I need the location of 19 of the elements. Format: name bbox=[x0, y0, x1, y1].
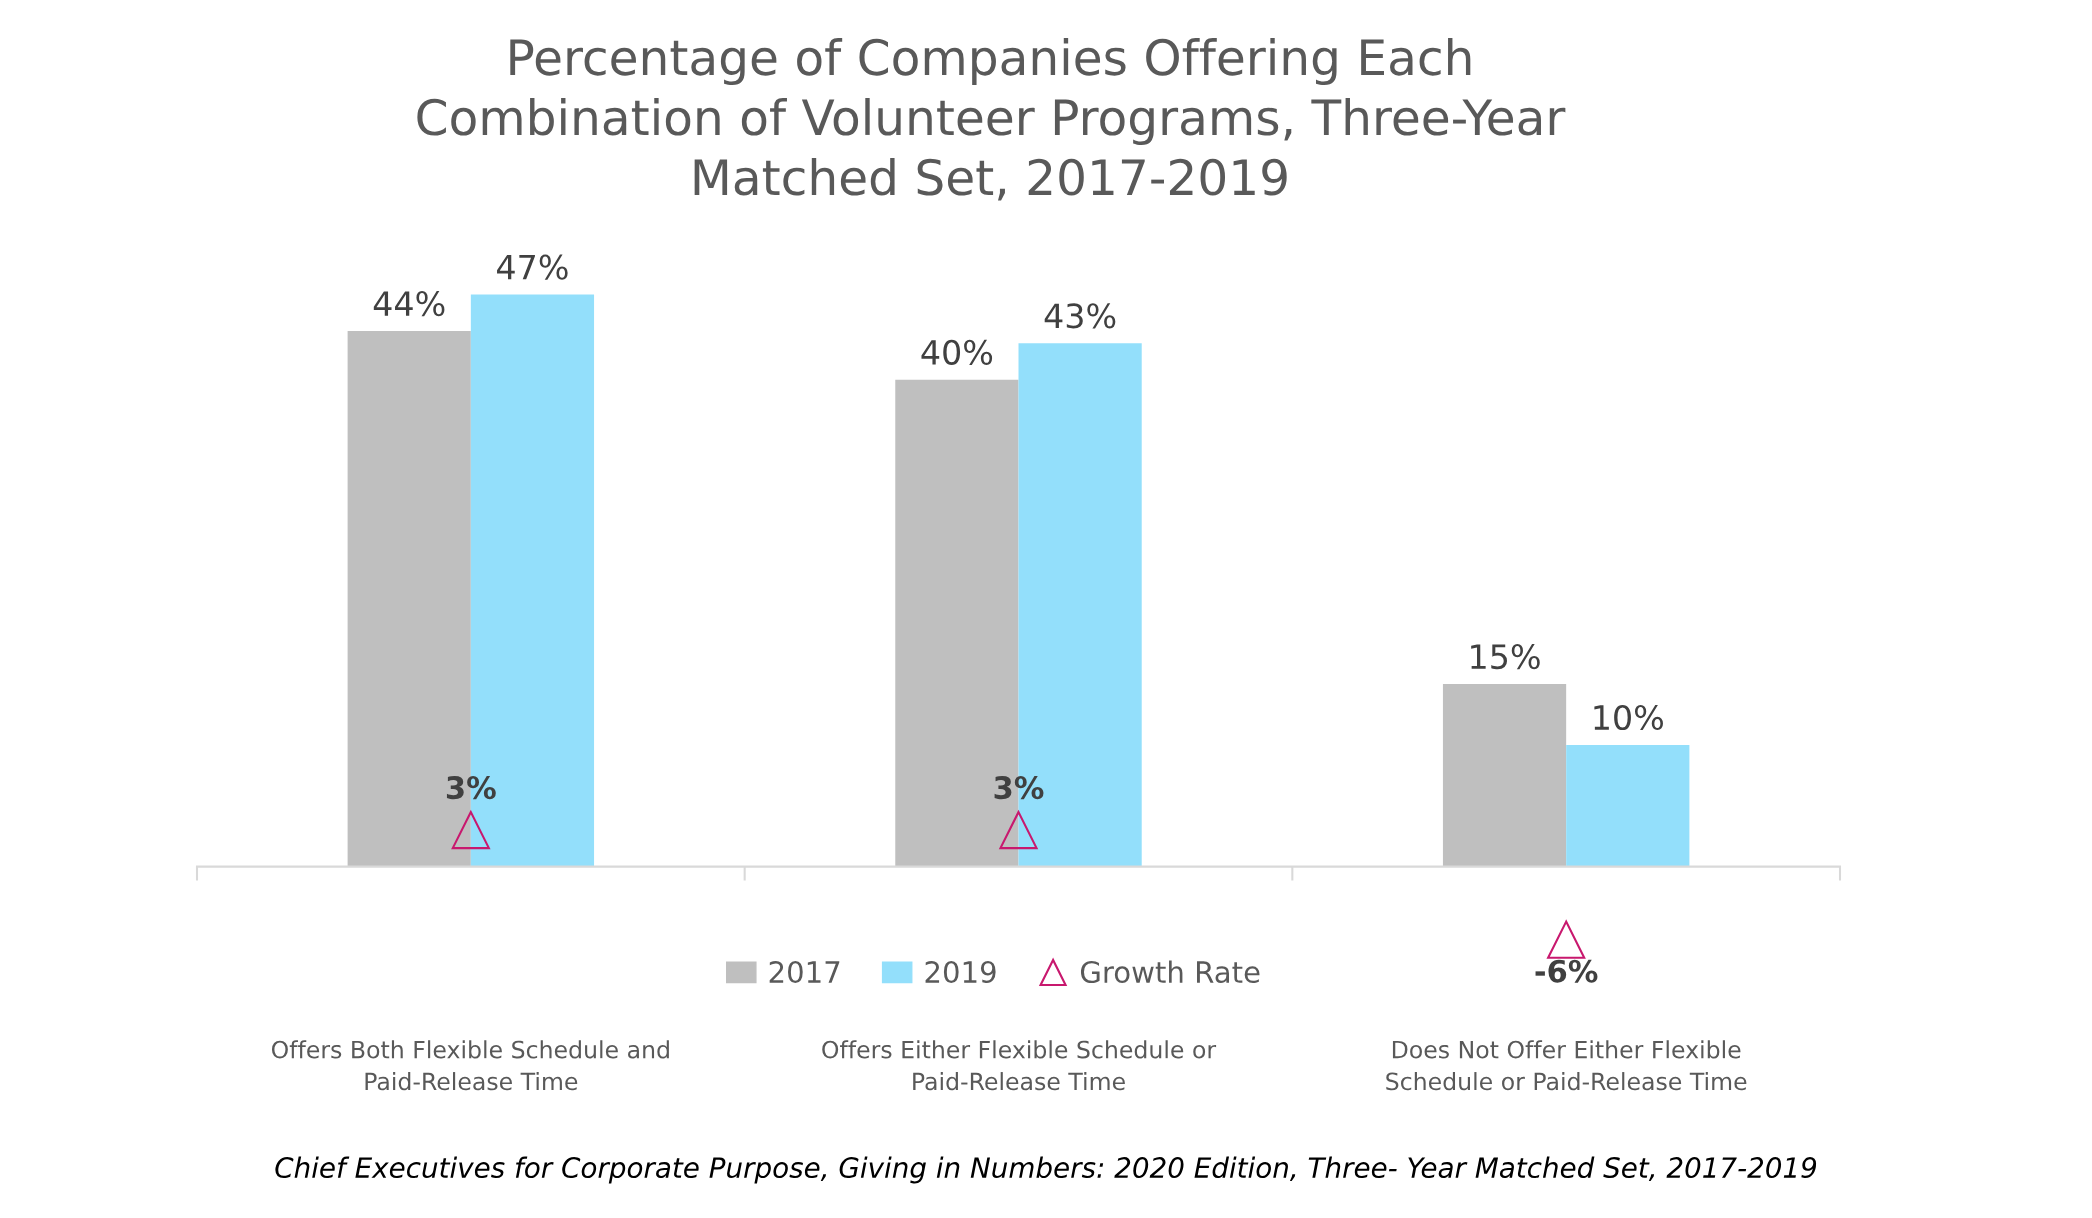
data-label: 3% bbox=[994, 776, 1044, 800]
data-label: 10% bbox=[1594, 704, 1663, 731]
text: Chief Executives for Corporate Purpose, Giving in Numbers: 2020 Edition, Three- Year Matched Set, 2017-2019 bbox=[275, 1156, 1817, 1184]
data-label: 44% bbox=[373, 291, 445, 317]
data-label: 47% bbox=[497, 254, 568, 280]
legend-label: 2017 bbox=[769, 960, 840, 984]
chart-title: Percentage of Companies Offering Each Combination of Volunteer Programs, Three-Year Matched Set, 2017-2019 bbox=[417, 38, 1566, 201]
data-label: 40% bbox=[921, 339, 993, 365]
bar bbox=[1442, 684, 1567, 867]
legend-label: 2019 bbox=[925, 960, 996, 984]
bar bbox=[1566, 744, 1690, 867]
x-tick-label: Offers Both Flexible Schedule and Paid-Release Time bbox=[271, 1040, 669, 1091]
data-label: -6% bbox=[1535, 959, 1598, 983]
x-tick-label: Offers Either Flexible Schedule or Paid-Release Time bbox=[822, 1040, 1217, 1091]
x-tick-label: Does Not Offer Either Flexible Schedule or Paid-Release Time bbox=[1386, 1040, 1747, 1091]
data-label: 43% bbox=[1044, 303, 1116, 329]
legend-label: Growth Rate bbox=[1080, 960, 1260, 984]
data-label: 3% bbox=[446, 776, 496, 800]
data-label: 15% bbox=[1471, 644, 1540, 670]
